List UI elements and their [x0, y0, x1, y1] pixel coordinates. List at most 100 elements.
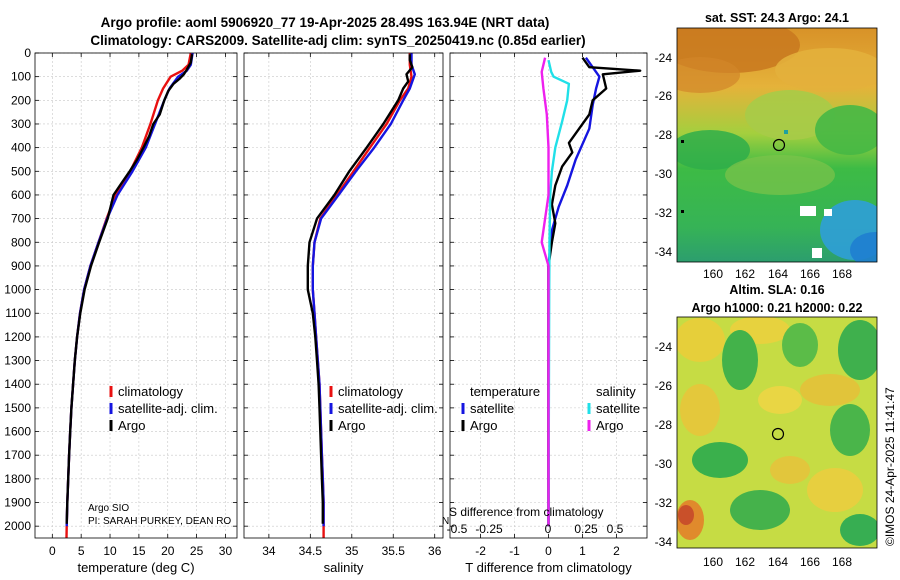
y-tick-label: 0 — [24, 46, 31, 60]
sla-map — [677, 317, 877, 548]
x-tick-label: 35 — [345, 544, 359, 558]
y-tick-label: 1900 — [4, 496, 31, 510]
sla-y-tick: -28 — [655, 418, 673, 432]
x-tick-label: 2 — [613, 544, 620, 558]
y-tick-label: 1300 — [4, 354, 31, 368]
x2-tick-label: -0.25 — [475, 522, 503, 536]
title-line-2: Climatology: CARS2009. Satellite-adj cli… — [90, 33, 585, 48]
sla-map-axes: -24 -26 -28 -30 -32 -34 160 162 164 166 … — [655, 340, 853, 569]
sst-map-axes: -24 -26 -28 -30 -32 -34 160 162 164 166 … — [655, 51, 853, 281]
sst-y-tick: -32 — [655, 206, 673, 220]
x2-tick-label: -0.5 — [447, 522, 468, 536]
salinity-panel: 34 34.5 35 35.5 36 salinity — [243, 52, 444, 575]
x-axis-label: T difference from climatology — [465, 560, 632, 575]
sst-map-title: sat. SST: 24.3 Argo: 24.1 — [705, 11, 849, 25]
sst-y-tick: -30 — [655, 167, 673, 181]
sla-x-tick: 162 — [735, 555, 755, 569]
salinity-legend: climatology satellite-adj. clim. Argo — [329, 384, 438, 433]
y-tick-label: 400 — [11, 141, 31, 155]
x-tick-label: -1 — [509, 544, 520, 558]
salinity-difference-axis: S difference from climatology -0.5 -0.25… — [447, 505, 624, 536]
x-tick-label: 0 — [49, 544, 56, 558]
x-tick-label: 0 — [545, 544, 552, 558]
sla-map-title-1: Altim. SLA: 0.16 — [729, 283, 824, 297]
x-tick-label: 10 — [103, 544, 117, 558]
legend-argo-label: Argo — [338, 418, 365, 433]
sla-y-tick: -32 — [655, 496, 673, 510]
y-tick-label: 2000 — [4, 519, 31, 533]
series-line-salinity-satellite — [547, 59, 571, 527]
y-tick-label: 600 — [11, 188, 31, 202]
legend-satellite-label: satellite-adj. clim. — [338, 401, 438, 416]
difference-panel: -2 -1 0 1 2 T difference from climatology — [449, 52, 648, 575]
y-tick-label: 1100 — [5, 306, 31, 320]
difference-legend: temperature salinity satellite Argo sate… — [461, 384, 640, 433]
x-tick-label: 1 — [579, 544, 586, 558]
sla-x-tick: 168 — [832, 555, 852, 569]
sst-x-tick: 162 — [735, 267, 755, 281]
y-tick-label: 100 — [11, 70, 31, 84]
x2-tick-label: 0 — [545, 522, 552, 536]
y-tick-label: 1800 — [4, 472, 31, 486]
legend-argo-label: Argo — [118, 418, 145, 433]
argo-location-marker — [772, 138, 786, 152]
series-line-climatology — [311, 53, 413, 538]
footnote-line-1: Argo SIO — [88, 503, 129, 514]
title-line-1: Argo profile: aoml 5906920_77 19-Apr-202… — [101, 15, 550, 30]
y-tick-label: 800 — [11, 235, 31, 249]
sla-x-tick: 164 — [768, 555, 788, 569]
axes-frame — [243, 52, 444, 539]
x-tick-label: 34 — [262, 544, 276, 558]
sst-x-tick: 166 — [800, 267, 820, 281]
x-axis-label: salinity — [324, 560, 364, 575]
sla-x-tick: 160 — [703, 555, 723, 569]
y-tick-label: 1200 — [4, 330, 31, 344]
sst-x-tick: 164 — [768, 267, 788, 281]
sst-y-tick: -28 — [655, 128, 673, 142]
legend-climatology-label: climatology — [338, 384, 404, 399]
y-tick-label: 700 — [11, 212, 31, 226]
sla-y-tick: -26 — [655, 379, 673, 393]
x-tick-label: 30 — [219, 544, 233, 558]
y-tick-label: 1400 — [4, 377, 31, 391]
x-tick-label: 25 — [190, 544, 204, 558]
legend-climatology-label: climatology — [118, 384, 184, 399]
y-tick-label: 1700 — [4, 448, 31, 462]
temperature-legend: climatology satellite-adj. clim. Argo — [109, 384, 218, 433]
sla-y-tick: -24 — [655, 340, 673, 354]
sst-y-tick: -24 — [655, 51, 673, 65]
legend-sal-argo-label: Argo — [596, 418, 623, 433]
y-tick-label: 500 — [11, 164, 31, 178]
sla-y-tick: -34 — [655, 535, 673, 549]
legend-temperature-header: temperature — [470, 384, 540, 399]
axes-frame — [34, 52, 238, 539]
legend-temp-satellite-label: satellite — [470, 401, 514, 416]
x2-tick-label: 0.5 — [607, 522, 624, 536]
sla-map-title-2: Argo h1000: 0.21 h2000: 0.22 — [692, 301, 863, 315]
series-line-argo — [65, 54, 194, 524]
legend-salinity-header: salinity — [596, 384, 636, 399]
series-line-salinity-argo — [540, 57, 550, 527]
watermark: ©IMOS 24-Apr-2025 11:41:47 — [883, 387, 897, 546]
sla-y-tick: -30 — [655, 457, 673, 471]
x-axis-label: temperature (deg C) — [77, 560, 194, 575]
overlap-fragment: N — [442, 516, 449, 527]
x-tick-label: 34.5 — [299, 544, 323, 558]
legend-satellite-label: satellite-adj. clim. — [118, 401, 218, 416]
y-tick-label: 1600 — [4, 425, 31, 439]
x-tick-label: 20 — [161, 544, 175, 558]
series-line-temperature-argo — [547, 57, 642, 527]
sst-x-tick: 160 — [703, 267, 723, 281]
argo-location-marker — [771, 427, 785, 441]
series-line-climatology — [65, 52, 192, 539]
y-tick-label: 300 — [11, 117, 31, 131]
legend-temp-argo-label: Argo — [470, 418, 497, 433]
y-tick-label: 200 — [11, 93, 31, 107]
x2-tick-label: 0.25 — [574, 522, 598, 536]
y-tick-label: 900 — [11, 259, 31, 273]
x-tick-label: 15 — [132, 544, 146, 558]
temperature-panel: 0 5 10 15 20 25 30 temperature (deg C) 0 100 200 30… — [4, 46, 238, 575]
legend-sal-satellite-label: satellite — [596, 401, 640, 416]
x-tick-label: 36 — [428, 544, 442, 558]
